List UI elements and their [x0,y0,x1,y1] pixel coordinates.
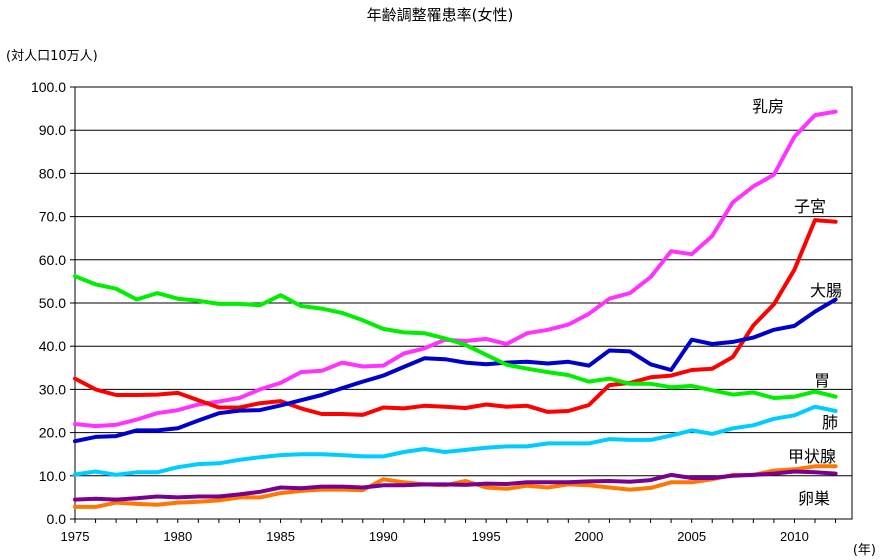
y-tick-label: 90.0 [39,122,66,138]
x-axis-ticks: 1975 1980 1985 1990 1995 2000 2005 2010 [61,519,837,544]
y-tick-label: 10.0 [39,468,66,484]
y-tick-label: 100.0 [31,79,66,95]
y-tick-label: 20.0 [39,425,66,441]
series-line [73,297,838,444]
series-line [73,218,838,417]
series-lines [73,109,838,509]
series-label: 子宮 [794,197,826,216]
x-tick-label: 2005 [677,529,706,544]
x-tick-label: 2010 [780,529,809,544]
x-tick-label: 1985 [266,529,295,544]
x-axis-unit-label: (年) [853,543,876,558]
series-line [73,404,838,477]
y-tick-label: 40.0 [39,338,66,354]
y-tick-label: 70.0 [39,209,66,225]
series-label: 甲状腺 [788,447,836,466]
y-tick-label: 50.0 [39,295,66,311]
x-tick-label: 1980 [163,529,192,544]
y-tick-label: 30.0 [39,381,66,397]
chart-title: 年齢調整罹患率(女性) [367,6,514,24]
x-tick-label: 1995 [472,529,501,544]
x-tick-label: 1975 [61,529,90,544]
y-axis-ticks: 0.0 10.0 20.0 30.0 40.0 50.0 60.0 70.0 80.0 90.0 1… [31,79,75,527]
x-tick-label: 2000 [574,529,603,544]
series-label: 肺 [822,413,838,432]
x-tick-label: 1990 [369,529,398,544]
y-tick-label: 80.0 [39,165,66,181]
y-tick-label: 60.0 [39,252,66,268]
series-line [73,274,838,400]
series-label: 卵巣 [798,489,830,508]
y-tick-label: 0.0 [47,511,67,527]
series-label: 胃 [814,371,830,390]
series-label: 大腸 [810,281,842,300]
y-axis-unit-label: (対人口10万人) [6,49,98,64]
series-label: 乳房 [752,97,784,116]
series-line [73,469,838,502]
